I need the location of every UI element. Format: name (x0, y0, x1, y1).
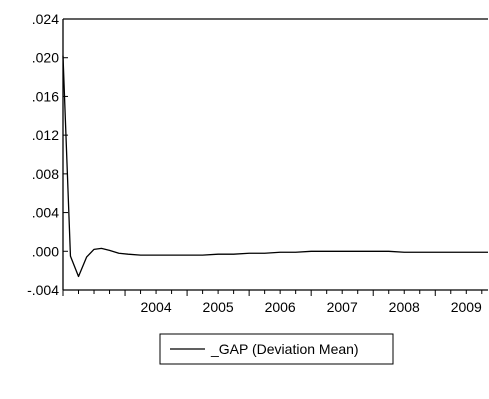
x-tick-label: 2004 (140, 299, 171, 315)
y-tick-label: .020 (32, 50, 59, 66)
legend: _GAP (Deviation Mean) (159, 333, 394, 365)
x-tick-label: 2007 (327, 299, 358, 315)
y-tick-label: .024 (32, 11, 59, 27)
series-line-gap (62, 55, 488, 278)
y-tick-label: .008 (32, 166, 59, 182)
y-tick-label: .012 (32, 127, 59, 143)
axes: -.004 .000 .004 .008 .012 .016 .020 .024 2004 200… (27, 11, 488, 315)
legend-label: _GAP (Deviation Mean) (210, 341, 359, 357)
x-tick-label: 2008 (389, 299, 420, 315)
x-tick-label: 2005 (203, 299, 234, 315)
x-tick-label: 2006 (265, 299, 296, 315)
y-tick-label: .016 (32, 88, 59, 104)
y-tick-label: -.004 (27, 282, 59, 298)
y-tick-label: .000 (32, 243, 59, 259)
y-tick-label: .004 (32, 205, 59, 221)
plot-area (62, 55, 488, 278)
x-tick-label: 2009 (451, 299, 482, 315)
